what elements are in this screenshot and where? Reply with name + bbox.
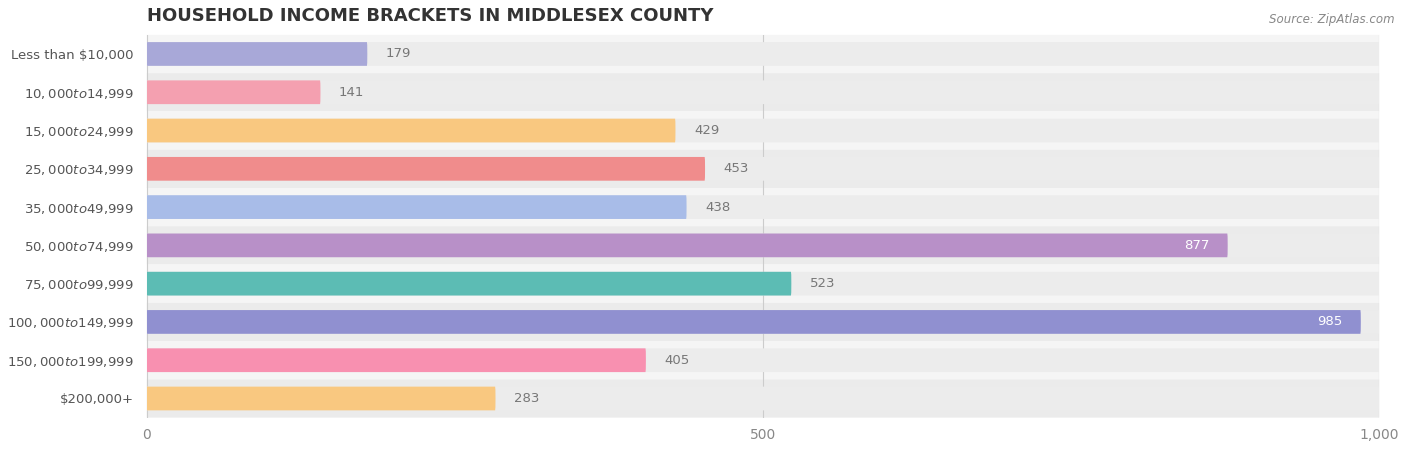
FancyBboxPatch shape — [146, 264, 1379, 303]
Text: 141: 141 — [339, 86, 364, 99]
Text: 523: 523 — [810, 277, 835, 290]
FancyBboxPatch shape — [146, 348, 645, 372]
Text: 877: 877 — [1184, 239, 1209, 252]
FancyBboxPatch shape — [146, 226, 1379, 264]
Text: 405: 405 — [665, 354, 689, 367]
Text: Source: ZipAtlas.com: Source: ZipAtlas.com — [1270, 13, 1395, 26]
FancyBboxPatch shape — [146, 188, 1379, 226]
FancyBboxPatch shape — [146, 379, 1379, 418]
Text: HOUSEHOLD INCOME BRACKETS IN MIDDLESEX COUNTY: HOUSEHOLD INCOME BRACKETS IN MIDDLESEX C… — [146, 7, 713, 25]
FancyBboxPatch shape — [146, 35, 1379, 73]
FancyBboxPatch shape — [146, 233, 1379, 257]
FancyBboxPatch shape — [146, 111, 1379, 150]
FancyBboxPatch shape — [146, 150, 1379, 188]
Text: 438: 438 — [704, 201, 730, 214]
FancyBboxPatch shape — [146, 157, 704, 180]
FancyBboxPatch shape — [146, 119, 675, 142]
FancyBboxPatch shape — [146, 272, 792, 295]
FancyBboxPatch shape — [146, 310, 1379, 334]
FancyBboxPatch shape — [146, 387, 1379, 410]
Text: 179: 179 — [385, 48, 411, 61]
Text: 985: 985 — [1317, 316, 1343, 328]
FancyBboxPatch shape — [146, 341, 1379, 379]
FancyBboxPatch shape — [146, 233, 1227, 257]
FancyBboxPatch shape — [146, 42, 1379, 66]
Text: 429: 429 — [695, 124, 720, 137]
FancyBboxPatch shape — [146, 303, 1379, 341]
FancyBboxPatch shape — [146, 42, 367, 66]
FancyBboxPatch shape — [146, 348, 1379, 372]
FancyBboxPatch shape — [146, 157, 1379, 180]
Text: 283: 283 — [515, 392, 540, 405]
FancyBboxPatch shape — [146, 73, 1379, 111]
FancyBboxPatch shape — [146, 195, 1379, 219]
FancyBboxPatch shape — [146, 272, 1379, 295]
FancyBboxPatch shape — [146, 195, 686, 219]
FancyBboxPatch shape — [146, 80, 321, 104]
FancyBboxPatch shape — [146, 119, 1379, 142]
FancyBboxPatch shape — [146, 387, 495, 410]
Text: 453: 453 — [724, 163, 749, 175]
FancyBboxPatch shape — [146, 80, 1379, 104]
FancyBboxPatch shape — [146, 310, 1361, 334]
